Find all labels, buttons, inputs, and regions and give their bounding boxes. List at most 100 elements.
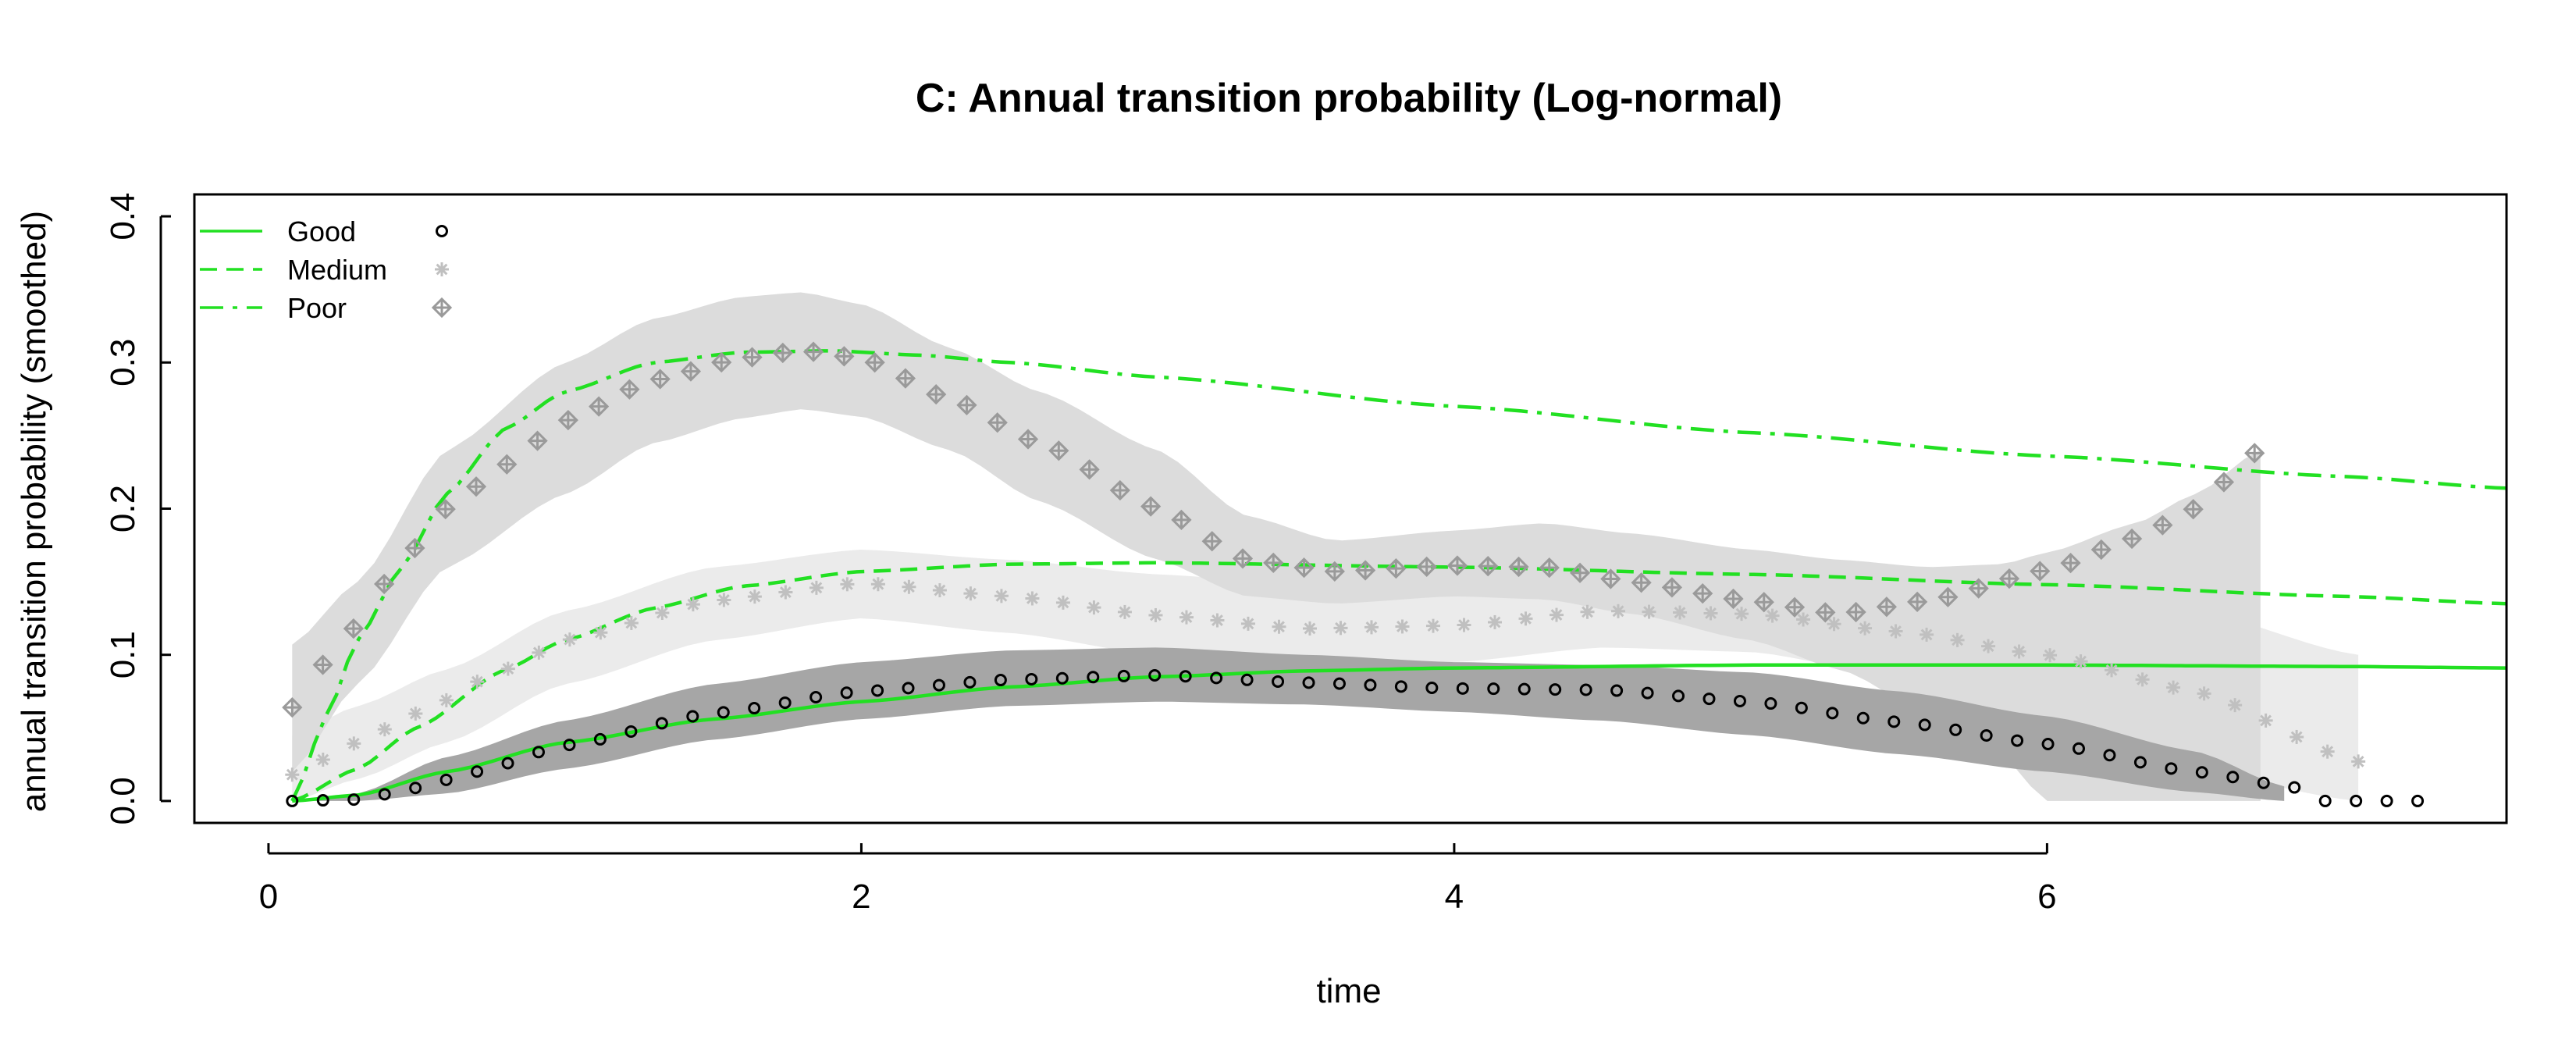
point-poor [649,369,671,390]
point-medium [1673,605,1688,620]
point-good [1733,694,1746,707]
point-medium [532,645,546,660]
point-poor [435,499,456,520]
point-poor [312,654,333,675]
point-medium [2105,663,2119,678]
y-axis-label: annual transition probability (smoothed) [15,211,53,812]
point-good [778,696,792,710]
point-good [994,674,1007,687]
point-medium [285,767,300,782]
point-good [471,765,484,778]
point-good [1210,671,1223,685]
point-good [1025,672,1038,685]
point-poor [619,379,640,400]
point-good [840,686,853,700]
point-good [501,757,514,770]
point-poor [1569,562,1591,583]
point-poor [527,430,548,451]
legend-item-good: Good [200,215,448,247]
point-poor [1048,440,1069,461]
point-medium [1055,595,1070,610]
point-good [963,675,977,689]
point-poor [1354,560,1376,581]
point-good [686,710,699,723]
point-poor [343,618,364,639]
point-good [2041,738,2055,751]
point-good [1148,668,1162,682]
point-medium [2135,672,2150,687]
point-good [563,739,576,752]
point-poor [1201,531,1222,552]
point-poor [2183,499,2204,520]
point-medium [1550,607,1564,622]
point-poor [1723,588,1744,610]
x-axis: 0 2 4 6 [259,843,2057,916]
point-medium [1611,604,1626,618]
x-tick-label: 0 [259,878,278,916]
point-medium [2166,680,2181,695]
point-good [286,794,299,807]
point-poor [2060,552,2081,574]
point-poor [1446,555,1468,576]
fitted-line-medium [291,561,2507,803]
point-medium [870,577,885,592]
point-medium [1087,600,1101,615]
point-medium [747,589,762,604]
plot-frame [193,193,2508,824]
point-poor [1876,596,1897,618]
point-good [1549,683,1562,696]
point-good [1425,681,1439,694]
point-good [1055,671,1069,685]
point-medium [624,615,639,630]
point-poor [1232,548,1254,569]
point-poor [282,696,303,718]
point-good [1117,669,1130,682]
point-good [1517,682,1531,696]
point-poor [1416,556,1437,578]
point-medium [1148,607,1163,622]
legend: Good Medium Poor [200,215,453,324]
point-poor [2121,528,2143,550]
point-medium [1981,639,1996,653]
point-medium [840,577,855,592]
point-good [1364,678,1377,692]
point-good [1641,686,1654,700]
point-medium [1735,607,1749,621]
point-good [1487,682,1500,696]
band-poor [292,292,2261,801]
point-medium [685,597,700,612]
point-medium [408,706,423,721]
point-good [2073,742,2086,755]
legend-label: Poor [287,292,347,324]
point-good [871,684,884,697]
x-tick-label: 6 [2037,878,2056,916]
point-poor [1998,568,2020,589]
point-good [439,773,453,786]
point-poor [1171,509,1192,531]
point-medium [655,606,670,621]
point-poor [680,361,702,382]
point-poor [2213,472,2235,493]
point-poor [711,351,732,373]
point-poor [1845,601,1866,623]
point-medium [932,583,947,598]
point-good [409,782,422,795]
fitted-lines [290,349,2507,803]
legend-item-poor: Poor [200,292,453,324]
point-good [1672,689,1685,703]
point-good [2103,749,2116,762]
point-medium [2258,713,2273,728]
point-medium [1333,621,1348,636]
point-medium [1210,613,1225,628]
point-medium [809,580,824,595]
point-medium [1487,614,1502,629]
point-good [717,706,730,719]
point-medium [1920,627,1934,642]
point-medium [1364,620,1379,635]
data-points [282,341,2425,807]
point-poor [1508,556,1529,578]
point-good [1949,723,1962,736]
point-poor [404,537,425,559]
point-poor [1753,592,1774,613]
